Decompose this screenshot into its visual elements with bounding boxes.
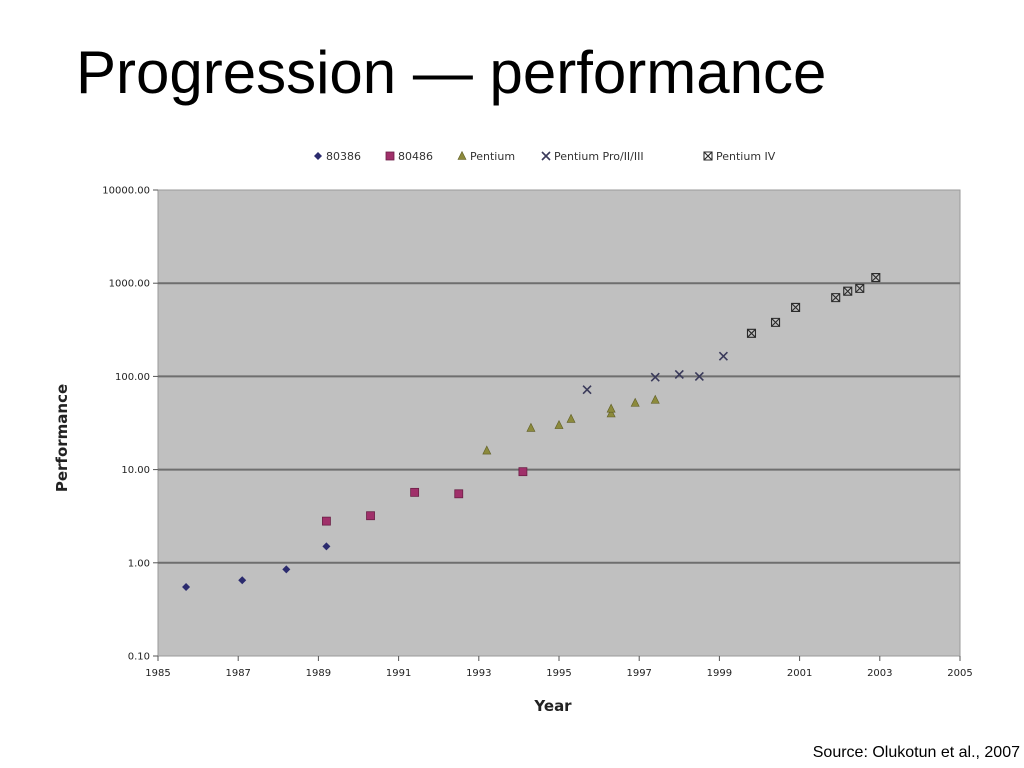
data-point-80386 (238, 576, 247, 585)
data-point-80386 (322, 542, 331, 551)
data-point-pentium-pro-ii-iii (650, 372, 660, 382)
y-tick-label: 10000.00 (102, 186, 150, 197)
y-tick-label: 100.00 (115, 372, 150, 383)
data-point-80386 (282, 565, 291, 574)
x-axis-title: Year (533, 697, 572, 715)
data-point-pentium-iv (770, 317, 781, 327)
data-point-pentium (566, 413, 576, 423)
y-tick-label: 1.00 (128, 558, 150, 569)
legend-label-80486: 80486 (398, 150, 433, 163)
gridlines (158, 282, 960, 564)
y-axis-title: Performance (53, 384, 71, 492)
y-tick-label: 1000.00 (109, 279, 150, 290)
x-tick-label: 2001 (787, 668, 812, 679)
data-point-pentium-iv (843, 286, 853, 296)
legend-marker-80486 (385, 151, 395, 161)
legend-label-pentium-iv: Pentium IV (716, 150, 776, 163)
data-point-pentium (606, 403, 616, 413)
x-tick-label: 1989 (306, 668, 331, 679)
data-point-80486 (518, 467, 528, 477)
data-points (182, 272, 881, 591)
data-point-80486 (322, 516, 331, 526)
legend-label-pentium-pro-ii-iii: Pentium Pro/II/III (554, 150, 644, 163)
x-tick-label: 1999 (707, 668, 732, 679)
source-caption: Source: Olukotun et al., 2007 (812, 744, 1020, 761)
x-tick-label: 2003 (867, 668, 892, 679)
data-point-pentium-iv (746, 328, 757, 338)
data-point-pentium-pro-ii-iii (718, 351, 728, 361)
data-point-pentium (630, 397, 640, 407)
legend: 80386 80486 Pentium Pentium Pro/II/III Penti… (314, 150, 776, 163)
data-point-80486 (410, 487, 420, 497)
legend-label-80386: 80386 (326, 150, 361, 163)
slide-title: Progression — performance (76, 39, 827, 106)
data-point-80486 (454, 489, 464, 499)
data-point-pentium (650, 394, 660, 404)
y-tick-label: 10.00 (121, 465, 150, 476)
x-tick-label: 1987 (225, 668, 250, 679)
y-tick-label: 0.10 (128, 652, 150, 663)
legend-marker-pentium (457, 150, 467, 160)
data-point-pentium (526, 422, 536, 432)
data-point-80386 (182, 582, 191, 591)
x-tick-label: 1995 (546, 668, 571, 679)
legend-marker-pentium-iv (703, 151, 713, 161)
x-tick-label: 1993 (466, 668, 491, 679)
y-axis-ticks: 0.10 1.00 10.00 100.00 1000.00 10000.00 (102, 186, 158, 663)
data-point-pentium-iv (831, 293, 841, 303)
legend-marker-pentium-pro-ii-iii (541, 151, 551, 161)
data-point-pentium-pro-ii-iii (582, 385, 592, 395)
data-point-pentium-iv (791, 302, 801, 312)
data-point-80486 (366, 511, 375, 521)
data-point-pentium-iv (855, 283, 865, 293)
legend-marker-80386 (314, 152, 322, 160)
x-tick-label: 1997 (626, 668, 651, 679)
data-point-pentium-pro-ii-iii (694, 371, 704, 381)
legend-label-pentium: Pentium (470, 150, 515, 163)
x-tick-label: 2005 (947, 668, 972, 679)
data-point-pentium (554, 419, 564, 429)
x-axis-ticks: 1985 1987 1989 1991 1993 1995 1997 1999 2001 2003… (145, 656, 973, 679)
x-tick-label: 1991 (386, 668, 411, 679)
data-point-pentium (482, 445, 492, 455)
data-point-pentium-iv (871, 272, 881, 283)
data-point-pentium (606, 408, 616, 418)
x-tick-label: 1985 (145, 668, 170, 679)
data-point-pentium-pro-ii-iii (674, 369, 684, 379)
